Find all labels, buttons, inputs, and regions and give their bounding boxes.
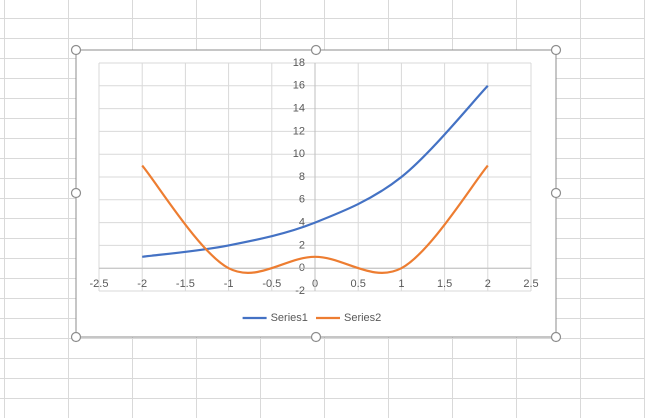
y-tick-label: 14 [293, 103, 305, 115]
x-tick-label: 1 [398, 278, 404, 290]
handle[interactable] [70, 44, 82, 56]
x-tick-label: -1.5 [176, 278, 195, 290]
x-tick-label: 2 [485, 278, 491, 290]
handle[interactable] [70, 187, 82, 199]
series-line [141, 164, 489, 274]
handle[interactable] [310, 44, 322, 56]
chart-area[interactable] [75, 49, 557, 338]
series-line [142, 85, 489, 258]
y-tick-label: 6 [299, 194, 305, 206]
handle[interactable] [310, 331, 322, 343]
x-tick-label: 2.5 [523, 278, 538, 290]
y-tick-label: 16 [293, 80, 305, 92]
y-tick-label: -2 [295, 285, 305, 297]
y-tick-label: 4 [299, 217, 305, 229]
handle[interactable] [70, 331, 82, 343]
y-tick-label: 18 [293, 57, 305, 69]
y-tick-label: 2 [299, 239, 305, 251]
handle[interactable] [550, 44, 562, 56]
y-tick-label: 8 [299, 171, 305, 183]
selection-handles [70, 44, 562, 343]
handle[interactable] [550, 187, 562, 199]
plot: -2024681012141618-2.5-2-1.5-1-0.500.511.… [90, 57, 539, 324]
y-tick-label: 10 [293, 148, 305, 160]
x-tick-label: -0.5 [262, 278, 281, 290]
legend-label: Series2 [344, 312, 381, 324]
handle[interactable] [550, 331, 562, 343]
x-tick-label: 1.5 [437, 278, 452, 290]
x-tick-label: -2.5 [90, 278, 109, 290]
y-tick-label: 12 [293, 125, 305, 137]
x-tick-label: -1 [224, 278, 234, 290]
x-tick-label: -2 [137, 278, 147, 290]
x-tick-label: 0.5 [351, 278, 366, 290]
legend-label: Series1 [271, 312, 308, 324]
